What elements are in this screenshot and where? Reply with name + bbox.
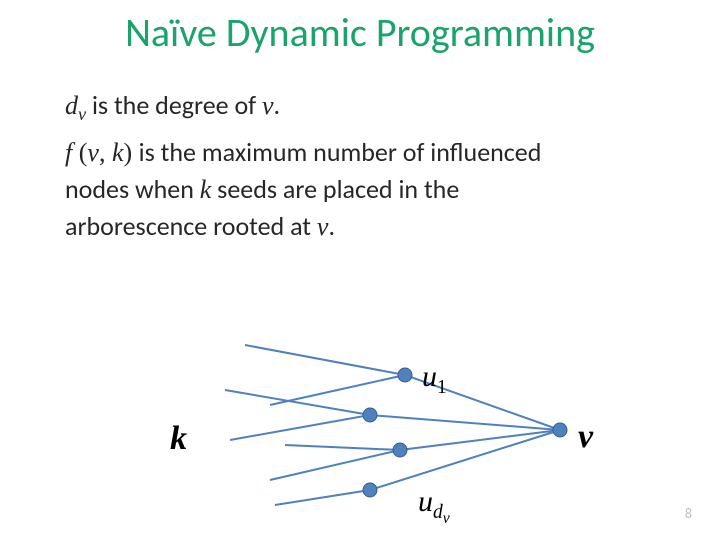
tree-svg xyxy=(130,330,610,530)
text-rest1: is the maximum number of influenced xyxy=(139,136,542,168)
title-text: Naïve Dynamic Programming xyxy=(125,8,595,57)
var-k: k xyxy=(200,175,212,204)
text-rest2: nodes when xyxy=(65,173,200,205)
page-number: 8 xyxy=(685,505,692,522)
definition-dv: dv is the degree of v. xyxy=(65,88,625,127)
label-u1: u1 xyxy=(422,360,447,399)
page-number-text: 8 xyxy=(685,505,692,522)
label-udv: udv xyxy=(418,485,450,528)
tree-diagram: k v u1 udv xyxy=(130,330,610,530)
paren-open: ( xyxy=(72,138,87,167)
comma: , xyxy=(99,138,112,167)
arg-v: v xyxy=(87,138,99,167)
paren-close: ) xyxy=(124,138,139,167)
text-mid: is the degree of xyxy=(86,89,262,121)
definition-fvk-2: nodes when k seeds are placed in the xyxy=(65,172,625,207)
var-v: v xyxy=(262,91,274,120)
definition-fvk-1: f (v, k) is the maximum number of influe… xyxy=(65,135,625,170)
var-dv-d: d xyxy=(65,91,78,120)
var-dv-sub: v xyxy=(78,104,86,124)
arg-k: k xyxy=(112,138,124,167)
text-rest3: seeds are placed in the xyxy=(211,173,459,205)
definition-fvk-3: arborescence rooted at v. xyxy=(65,209,625,244)
text-end: . xyxy=(274,89,281,121)
label-k: k xyxy=(170,420,187,458)
label-v: v xyxy=(578,418,593,456)
slide-title: Naïve Dynamic Programming xyxy=(0,8,720,57)
